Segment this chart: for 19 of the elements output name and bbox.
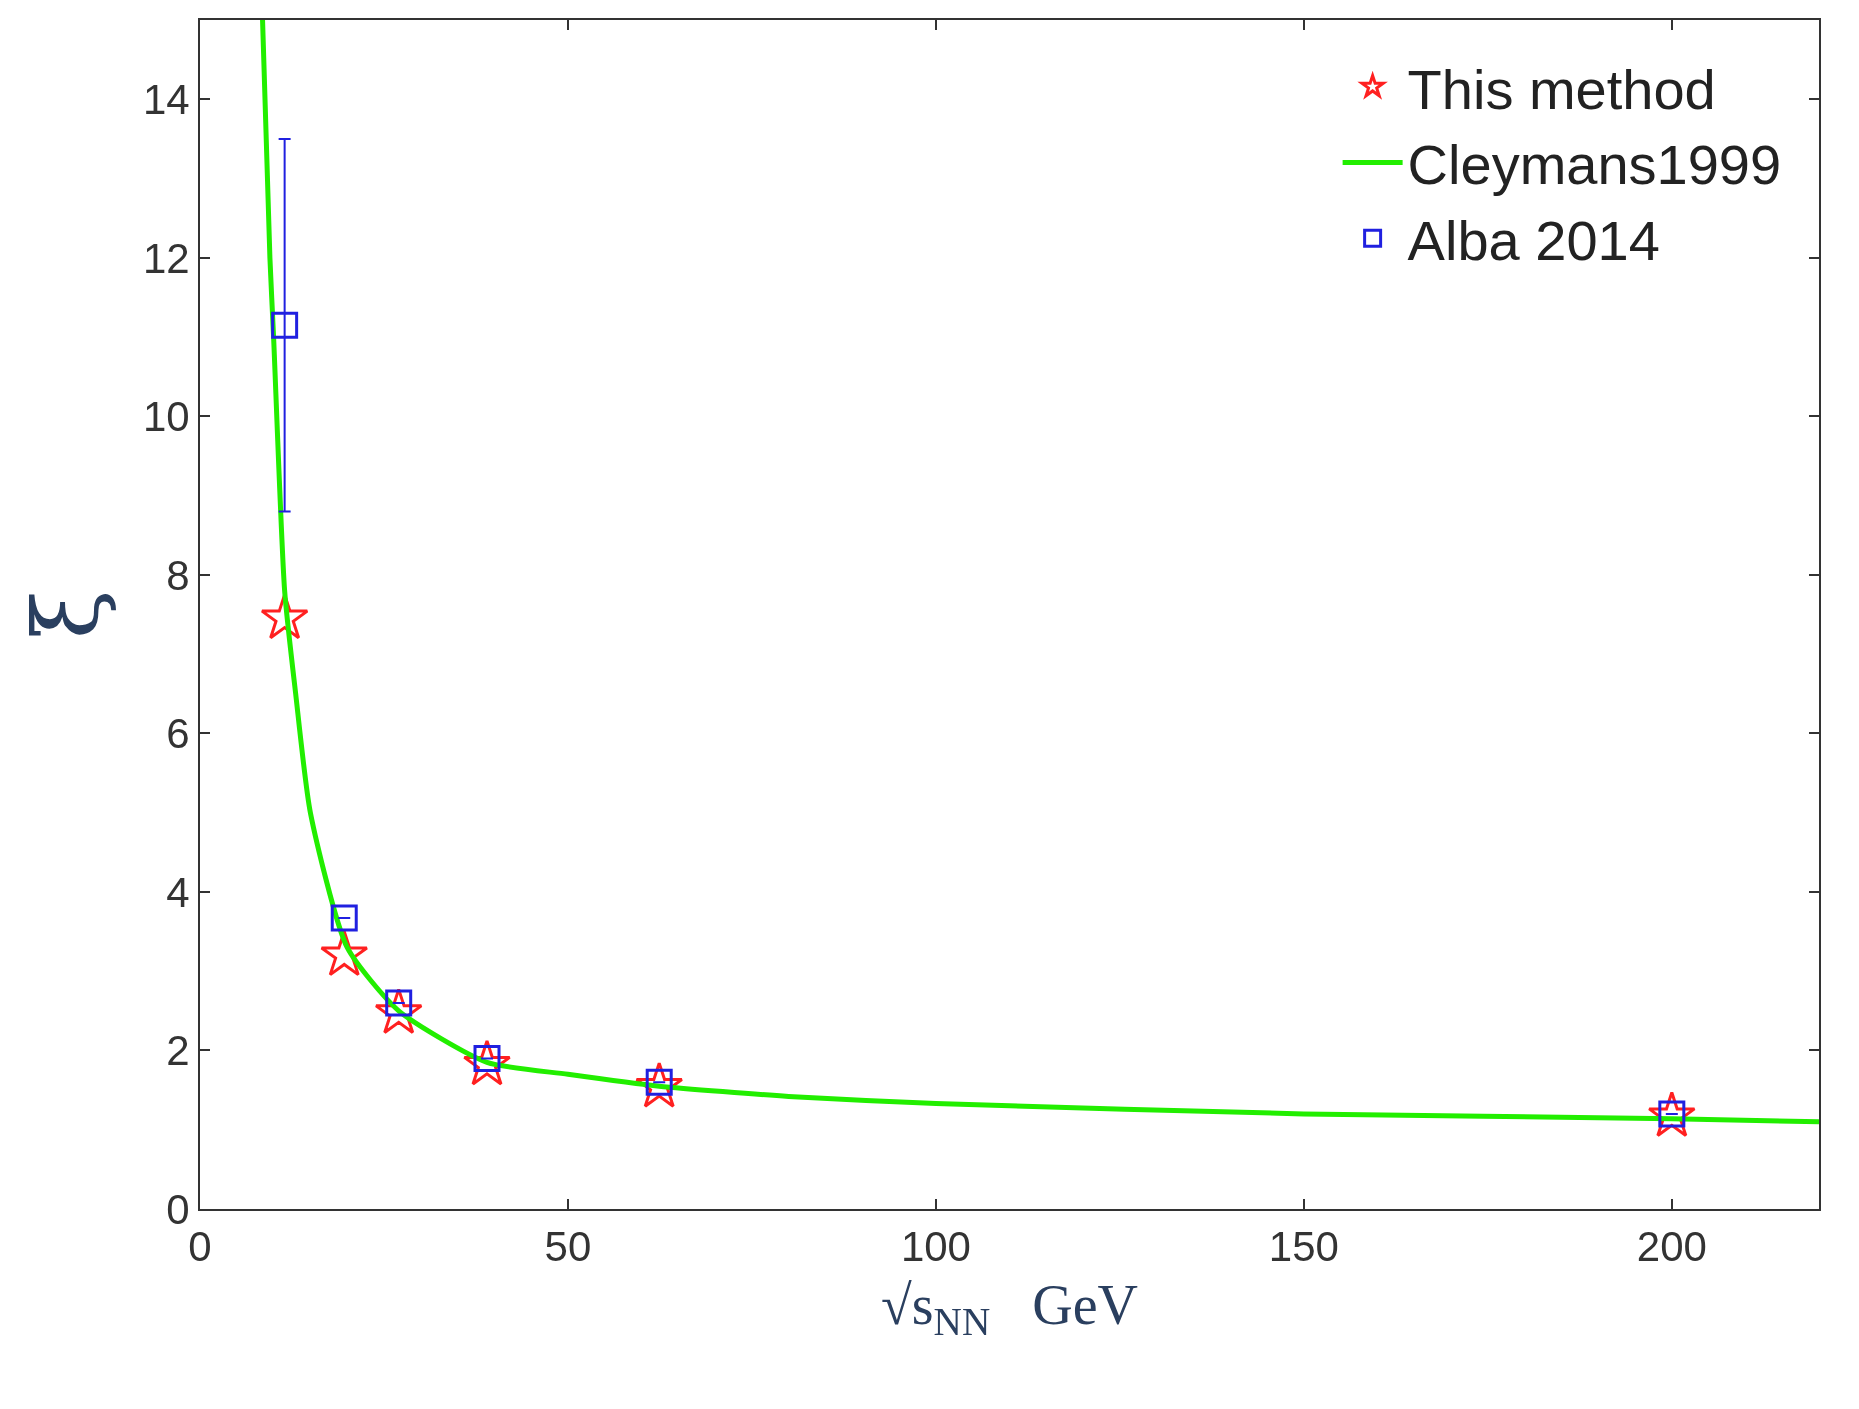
legend-label: Cleymans1999 [1407, 133, 1782, 197]
y-tick-label: 10 [142, 393, 190, 441]
legend-label: This method [1407, 57, 1716, 121]
y-tick-label: 0 [166, 1185, 190, 1233]
legend-label: Alba 2014 [1407, 209, 1660, 273]
point [330, 904, 358, 932]
y-tick-label: 12 [142, 234, 190, 282]
y-tick-label: 2 [166, 1027, 190, 1075]
x-tick-label: 150 [1268, 1223, 1339, 1271]
y-tick-label: 6 [166, 710, 190, 758]
x-axis-title: √s$_{NN}$ GeV [881, 1273, 1138, 1344]
x-tick-label: 50 [544, 1223, 592, 1271]
y-tick-label: 14 [142, 75, 190, 123]
x-tick-label: 100 [900, 1223, 971, 1271]
x-tick-label: 200 [1636, 1223, 1707, 1271]
y-tick-label: 8 [166, 551, 190, 599]
y-axis-title: ξ [13, 589, 119, 640]
point [271, 311, 299, 339]
y-tick-label: 4 [166, 868, 190, 916]
